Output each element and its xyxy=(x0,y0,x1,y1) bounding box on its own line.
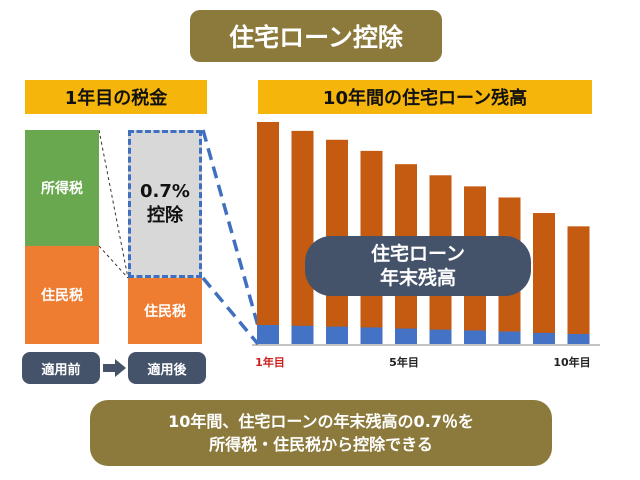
deduction-bar-year-6 xyxy=(429,329,452,344)
balance-bar-year-9 xyxy=(533,213,555,344)
deduction-box: 0.7% 控除 xyxy=(128,130,202,278)
deduction-rate: 0.7% xyxy=(140,181,190,202)
income-tax-segment: 所得税 xyxy=(25,130,99,246)
deduction-bar-year-2 xyxy=(291,325,314,344)
after-label: 適用後 xyxy=(128,352,206,384)
deduction-bar-year-5 xyxy=(395,328,417,344)
callout-line-top xyxy=(201,129,260,327)
callout-line-bottom xyxy=(201,276,260,346)
summary-line-1: 10年間、住宅ローンの年末残高の0.7％を xyxy=(168,412,474,431)
residence-tax-segment-before: 住民税 xyxy=(25,246,99,344)
loan-balance-label-line2: 年末残高 xyxy=(379,267,456,289)
balance-bar-year-1 xyxy=(257,122,279,344)
page-title: 住宅ローン控除 xyxy=(190,10,442,62)
residence-tax-segment-after: 住民税 xyxy=(128,278,202,344)
deduction-bar-year-8 xyxy=(498,331,521,344)
loan-balance-header: 10年間の住宅ローン残高 xyxy=(258,80,592,114)
deduction-bar-year-1 xyxy=(257,325,279,344)
connector-line-bottom xyxy=(98,245,129,279)
before-label: 適用前 xyxy=(22,352,100,384)
deduction-bar-year-7 xyxy=(464,330,486,344)
deduction-bar-year-3 xyxy=(326,326,348,344)
deduction-label: 控除 xyxy=(147,205,183,226)
balance-bar-year-2 xyxy=(291,130,314,344)
balance-bar-year-10 xyxy=(567,226,590,344)
first-year-tax-header: 1年目の税金 xyxy=(25,80,207,114)
arrow-right-icon xyxy=(103,359,126,377)
deduction-bar-year-9 xyxy=(533,332,555,344)
tick-label-year-10: 10年目 xyxy=(553,356,591,369)
connector-line-top xyxy=(98,129,129,279)
loan-balance-label: 住宅ローン 年末残高 xyxy=(305,236,531,296)
tick-label-year-1: 1年目 xyxy=(255,356,285,369)
loan-balance-label-line1: 住宅ローン xyxy=(370,243,466,265)
summary-message: 10年間、住宅ローンの年末残高の0.7％を 所得税・住民税から控除できる xyxy=(90,400,552,466)
summary-line-2: 所得税・住民税から控除できる xyxy=(209,435,433,454)
deduction-bar-year-10 xyxy=(567,333,590,344)
tick-label-year-5: 5年目 xyxy=(389,356,419,369)
chart-bars xyxy=(257,122,590,344)
deduction-bar-year-4 xyxy=(360,327,383,344)
